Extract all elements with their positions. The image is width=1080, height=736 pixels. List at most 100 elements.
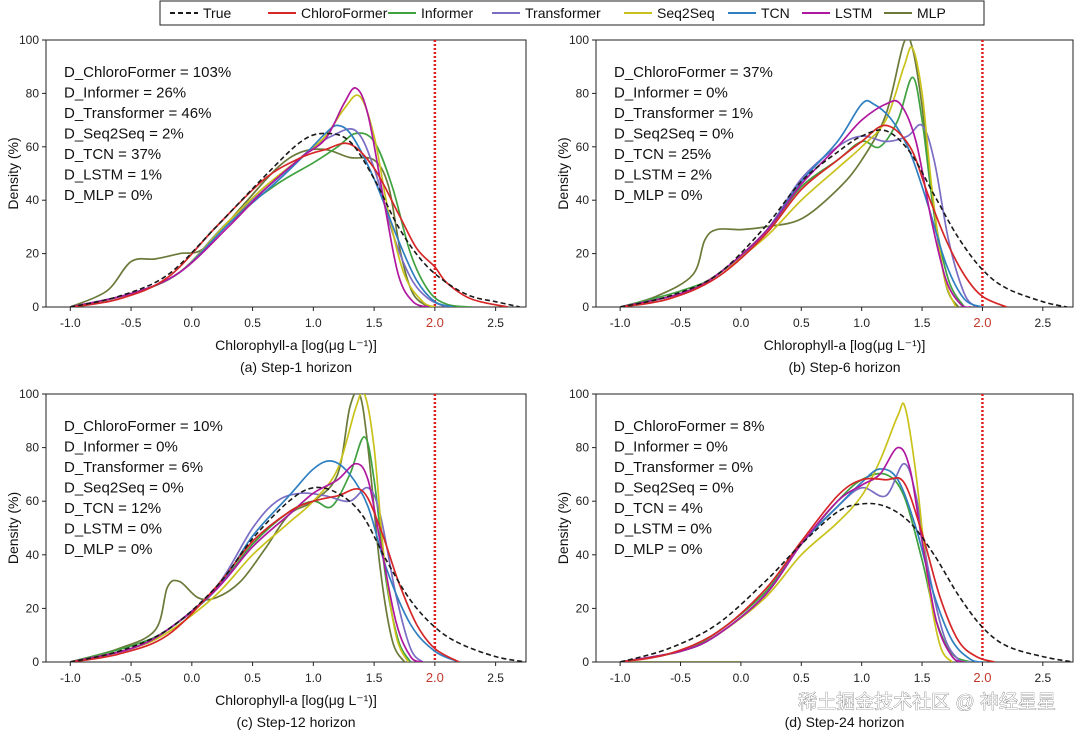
y-tick-label-d: 20 xyxy=(576,601,590,615)
y-tick-label-b: 100 xyxy=(569,33,589,47)
plot-frame-b xyxy=(595,39,1074,308)
y-tick-label-c: 60 xyxy=(26,494,40,508)
annotation-c-5: D_TCN = 12% xyxy=(64,500,161,517)
annotation-d-2: D_Informer = 0% xyxy=(614,439,728,456)
legend-item-true: True xyxy=(170,5,231,21)
legend-item-chloroformer: ChloroFormer xyxy=(268,5,388,21)
x-tick-label-a: 2.5 xyxy=(487,316,504,330)
x-tick-label-d: -0.5 xyxy=(670,671,691,685)
legend-item-informer: Informer xyxy=(388,5,473,21)
annotation-a-2: D_Informer = 26% xyxy=(64,85,186,102)
annotation-d-4: D_Seq2Seq = 0% xyxy=(614,480,734,497)
legend-label-mlp: MLP xyxy=(917,5,946,21)
annotation-b-5: D_TCN = 25% xyxy=(614,146,711,163)
plot-frame-a xyxy=(45,39,527,308)
annotation-b-3: D_Transformer = 1% xyxy=(614,105,753,122)
series-group-d xyxy=(619,402,1073,662)
x-tick-label-d: 2.5 xyxy=(1034,671,1051,685)
series-line-true-c xyxy=(70,486,526,662)
x-tick-label-c: -1.0 xyxy=(60,671,81,685)
annotation-a-7: D_MLP = 0% xyxy=(64,187,153,204)
y-tick-label-d: 60 xyxy=(576,494,590,508)
legend-label-true: True xyxy=(203,5,231,21)
legend-label-lstm: LSTM xyxy=(835,5,872,21)
x-tick-label-d: 1.5 xyxy=(914,671,931,685)
y-tick-label-b: 40 xyxy=(576,193,590,207)
panel-c: 0 20 40 60 80 100 -1.0 -0.5 0.0 0.5 1.0 1.5 2.0 2.5 D_… xyxy=(5,387,527,730)
legend-item-mlp: MLP xyxy=(884,5,946,21)
x-tick-label-b: -0.5 xyxy=(670,316,691,330)
annotation-b-7: D_MLP = 0% xyxy=(614,187,703,204)
x-tick-label-a: 0.5 xyxy=(244,316,261,330)
y-axis-title-c: Density (%) xyxy=(5,492,21,564)
y-tick-label-a: 60 xyxy=(26,140,40,154)
annotation-d-1: D_ChloroFormer = 8% xyxy=(614,418,764,435)
annotation-a-6: D_LSTM = 1% xyxy=(64,167,162,184)
x-tick-label-b: 1.5 xyxy=(914,316,931,330)
panel-caption-c: (c) Step-12 horizon xyxy=(236,714,355,730)
annotation-c-6: D_LSTM = 0% xyxy=(64,521,162,538)
y-tick-label-a: 0 xyxy=(32,300,39,314)
series-line-chloroformer-a xyxy=(70,142,508,307)
x-tick-label-c: 2.5 xyxy=(487,671,504,685)
plot-frame-d xyxy=(595,393,1074,663)
threshold-label-c: 2.0 xyxy=(426,670,444,685)
series-line-true-a xyxy=(70,132,521,307)
x-tick-label-d: 0.5 xyxy=(793,671,810,685)
plot-frame-c xyxy=(45,393,527,663)
annotation-b-2: D_Informer = 0% xyxy=(614,85,728,102)
y-tick-label-b: 60 xyxy=(576,140,590,154)
legend-item-tcn: TCN xyxy=(728,5,790,21)
panel-a: 0 20 40 60 80 100 -1.0 -0.5 0.0 0.5 1.0 1.5 2.0 2.5 D_… xyxy=(5,33,527,375)
legend-label-chloroformer: ChloroFormer xyxy=(301,5,388,21)
x-tick-label-a: 1.0 xyxy=(305,316,322,330)
y-axis-title-b: Density (%) xyxy=(555,137,571,209)
watermark-text: 稀土掘金技术社区 @ 神经星星 xyxy=(798,691,1056,713)
y-tick-label-b: 80 xyxy=(576,86,590,100)
x-axis-title-a: Chlorophyll-a [log(μg L⁻¹)] xyxy=(215,337,377,353)
annotation-b-1: D_ChloroFormer = 37% xyxy=(614,64,773,81)
y-tick-label-d: 80 xyxy=(576,441,590,455)
y-tick-label-c: 40 xyxy=(26,548,40,562)
panel-caption-b: (b) Step-6 horizon xyxy=(788,359,900,375)
y-tick-label-d: 100 xyxy=(569,387,589,401)
annotation-b-6: D_LSTM = 2% xyxy=(614,167,712,184)
annotation-d-3: D_Transformer = 0% xyxy=(614,459,753,476)
threshold-label-d: 2.0 xyxy=(973,670,991,685)
panel-b: 0 20 40 60 80 100 -1.0 -0.5 0.0 0.5 1.0 1.5 2.0 2.5 D_… xyxy=(555,33,1074,375)
annotation-c-2: D_Informer = 0% xyxy=(64,439,178,456)
annotation-c-3: D_Transformer = 6% xyxy=(64,459,203,476)
panel-caption-a: (a) Step-1 horizon xyxy=(240,359,352,375)
legend-label-tcn: TCN xyxy=(761,5,790,21)
series-line-lstm-c xyxy=(70,462,424,662)
series-line-true-b xyxy=(620,129,1068,307)
y-axis-title-d: Density (%) xyxy=(555,492,571,564)
legend-label-informer: Informer xyxy=(421,5,473,21)
legend-item-seq2seq: Seq2Seq xyxy=(624,5,715,21)
annotation-a-1: D_ChloroFormer = 103% xyxy=(64,64,231,81)
series-group-b xyxy=(619,40,1068,307)
x-tick-label-d: 0.0 xyxy=(733,671,750,685)
y-tick-label-b: 0 xyxy=(582,300,589,314)
legend-item-transformer: Transformer xyxy=(492,5,601,21)
y-tick-label-c: 100 xyxy=(19,387,39,401)
panel-caption-d: (d) Step-24 horizon xyxy=(785,714,905,730)
x-tick-label-c: 0.0 xyxy=(183,671,200,685)
legend-label-transformer: Transformer xyxy=(525,5,601,21)
x-tick-label-b: -1.0 xyxy=(610,316,631,330)
annotation-a-5: D_TCN = 37% xyxy=(64,146,161,163)
series-group-c xyxy=(70,394,526,662)
x-tick-label-a: 0.0 xyxy=(183,316,200,330)
x-axis-title-b: Chlorophyll-a [log(μg L⁻¹)] xyxy=(764,337,926,353)
series-line-lstm-b xyxy=(620,99,971,307)
series-line-lstm-a xyxy=(70,87,430,307)
y-tick-label-d: 0 xyxy=(582,655,589,669)
series-line-chloroformer-d xyxy=(620,476,995,662)
x-tick-label-c: -0.5 xyxy=(121,671,142,685)
annotation-a-3: D_Transformer = 46% xyxy=(64,105,211,122)
y-tick-label-c: 80 xyxy=(26,441,40,455)
series-line-true-d xyxy=(619,502,1073,662)
y-tick-label-a: 40 xyxy=(26,193,40,207)
annotation-d-7: D_MLP = 0% xyxy=(614,541,703,558)
